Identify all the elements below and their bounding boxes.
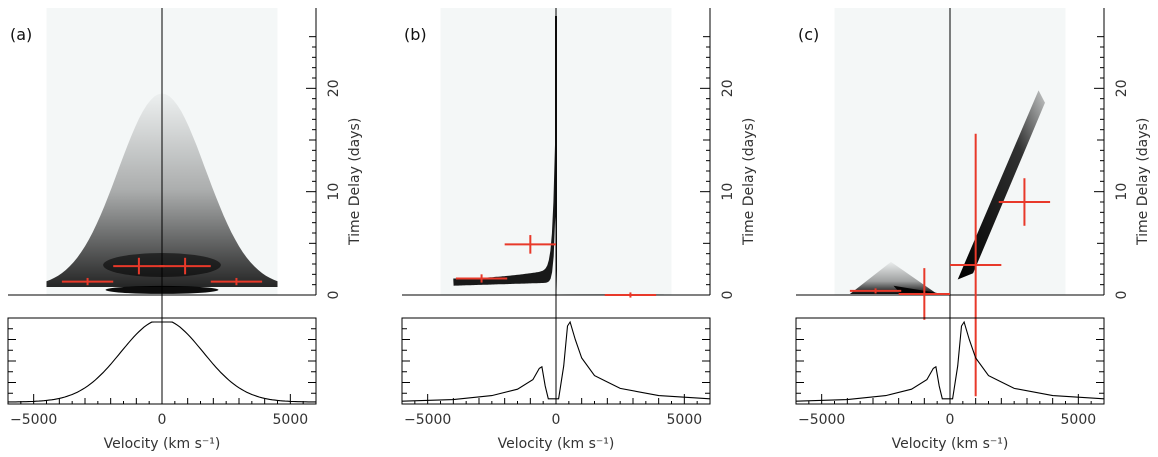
error-cross (113, 257, 165, 275)
error-cross (61, 277, 114, 286)
velocity-axis-label: Velocity (km s⁻¹) (104, 436, 221, 452)
delay-tick-label: 10 (326, 183, 342, 201)
velocity-tick-label: −5000 (404, 412, 451, 428)
velocity-tick-label: 0 (946, 412, 955, 428)
error-cross (998, 178, 1051, 226)
delay-tick-label: 10 (1114, 183, 1130, 201)
panel-label: (b) (404, 25, 427, 44)
error-cross (455, 274, 508, 283)
velocity-tick-label: 5000 (273, 412, 309, 428)
panel-label: (a) (10, 25, 32, 44)
error-cross (950, 133, 1002, 397)
panel-1: 0 10 20 Time Delay (days) (a) −5000 0 5000 Veloc… (7, 8, 363, 452)
error-cross (849, 288, 902, 294)
line-profile (8, 321, 316, 403)
delay-axis-label: Time Delay (days) (347, 118, 363, 246)
delay-tick-label: 20 (326, 79, 342, 97)
velocity-tick-label: 5000 (667, 412, 703, 428)
panel-2: 0 10 20 Time Delay (days) (b) −5000 0 5000 Veloc… (401, 8, 757, 452)
velocity-tick-label: −5000 (10, 412, 57, 428)
velocity-axis-label: Velocity (km s⁻¹) (892, 436, 1009, 452)
velocity-tick-label: 0 (158, 412, 167, 428)
panel-3: 0 10 20 Time Delay (days) (c) −5000 0 5000 Veloc… (795, 8, 1151, 452)
delay-axis-label: Time Delay (days) (1135, 118, 1151, 246)
delay-tick-label: 0 (326, 291, 342, 300)
error-cross (898, 268, 950, 320)
line-profile (795, 320, 1105, 402)
velocity-axis-label: Velocity (km s⁻¹) (498, 436, 615, 452)
delay-tick-label: 20 (720, 79, 736, 97)
density-triangle (849, 261, 938, 294)
delay-tick-label: 0 (1114, 291, 1130, 300)
delay-tick-label: 0 (720, 291, 736, 300)
delay-tick-label: 10 (720, 183, 736, 201)
velocity-tick-label: 5000 (1061, 412, 1097, 428)
delay-tick-label: 20 (1114, 79, 1130, 97)
velocity-tick-label: −5000 (798, 412, 845, 428)
error-cross (504, 235, 556, 254)
line-profile (401, 320, 711, 402)
panel-label: (c) (798, 25, 819, 44)
error-cross (159, 257, 211, 275)
error-cross (210, 277, 263, 286)
density-streak (957, 90, 1045, 280)
velocity-tick-label: 0 (552, 412, 561, 428)
error-cross (604, 292, 657, 298)
delay-axis-label: Time Delay (days) (741, 118, 757, 246)
density-triangle-core (893, 285, 938, 295)
